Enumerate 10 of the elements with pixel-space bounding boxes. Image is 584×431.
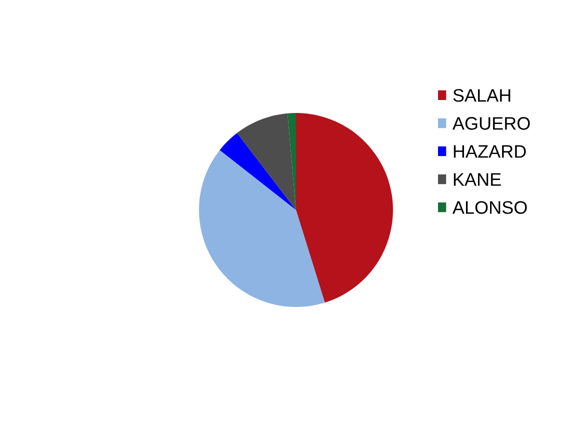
pie-slice bbox=[220, 132, 296, 210]
pie-slice bbox=[237, 113, 296, 210]
legend-label: SALAH bbox=[453, 89, 510, 102]
legend-label: AGUERO bbox=[452, 117, 530, 130]
legend-label: HAZARD bbox=[454, 145, 526, 158]
pie-slice bbox=[199, 150, 325, 307]
pie-slice bbox=[296, 113, 393, 303]
legend-label: KANE bbox=[454, 173, 501, 186]
pie-slice bbox=[287, 113, 296, 210]
legend-label: ALONSO bbox=[452, 201, 527, 214]
